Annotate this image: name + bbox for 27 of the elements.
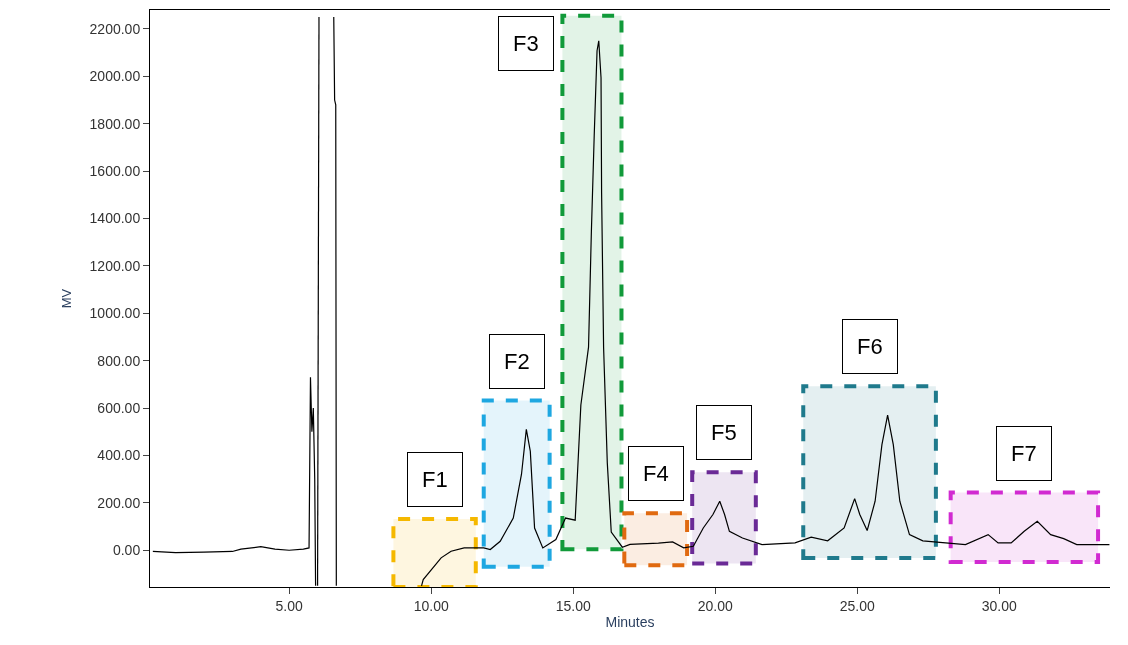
- y-tick-label: 400.00: [97, 447, 141, 464]
- x-tick-label: 25.00: [839, 597, 875, 614]
- y-tick-label: 0.00: [112, 542, 141, 559]
- band-label: F7: [1011, 441, 1037, 466]
- x-tick-label: 30.00: [981, 597, 1017, 614]
- x-tick-label: 10.00: [413, 597, 449, 614]
- y-tick-label: 1000.00: [89, 305, 141, 322]
- y-tick-label: 1400.00: [89, 210, 141, 227]
- x-axis-title: Minutes: [605, 614, 655, 631]
- y-tick-label: 600.00: [97, 399, 141, 416]
- y-tick-label: 800.00: [97, 352, 141, 369]
- x-tick-label: 15.00: [555, 597, 591, 614]
- band-label: F4: [643, 461, 669, 486]
- y-tick-label: 1200.00: [89, 257, 141, 274]
- band-label: F1: [422, 467, 448, 492]
- x-tick-label: 5.00: [275, 597, 304, 614]
- band-label: F3: [513, 31, 539, 56]
- band-label: F2: [504, 349, 530, 374]
- y-tick-label: 200.00: [97, 494, 141, 511]
- y-tick-label: 2200.00: [89, 20, 141, 37]
- band-label: F5: [711, 420, 737, 445]
- y-tick-label: 1800.00: [89, 115, 141, 132]
- y-axis-title: MV: [58, 288, 74, 309]
- y-tick-label: 1600.00: [89, 163, 141, 180]
- y-tick-label: 2000.00: [89, 68, 141, 85]
- x-tick-label: 20.00: [697, 597, 733, 614]
- band-label: F6: [857, 334, 883, 359]
